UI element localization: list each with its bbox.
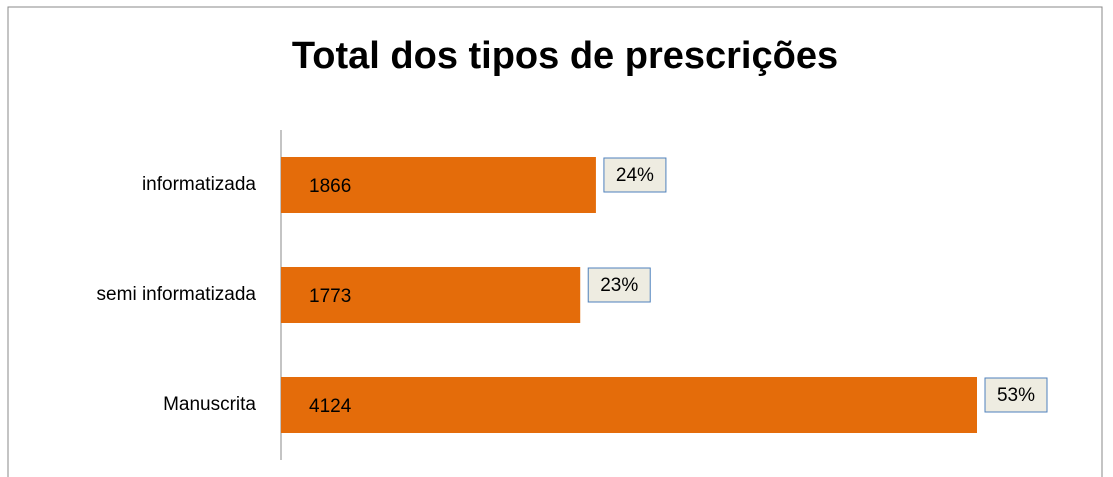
percent-label: 53% xyxy=(997,385,1035,406)
bar xyxy=(281,157,596,213)
percent-label: 24% xyxy=(616,165,654,186)
y-tick-label: semi informatizada xyxy=(97,284,257,305)
bar xyxy=(281,377,977,433)
y-tick-label: Manuscrita xyxy=(163,394,256,415)
percent-label-box xyxy=(984,377,1048,413)
value-label: 4124 xyxy=(309,396,352,417)
percent-label-box xyxy=(603,157,667,193)
percent-label: 23% xyxy=(600,275,638,296)
percent-label-box xyxy=(587,267,651,303)
y-tick-label: informatizada xyxy=(142,174,256,195)
value-label: 1773 xyxy=(309,286,351,307)
chart-title: Total dos tipos de prescrições xyxy=(292,35,838,77)
value-label: 1866 xyxy=(309,176,351,197)
bar xyxy=(281,267,581,323)
